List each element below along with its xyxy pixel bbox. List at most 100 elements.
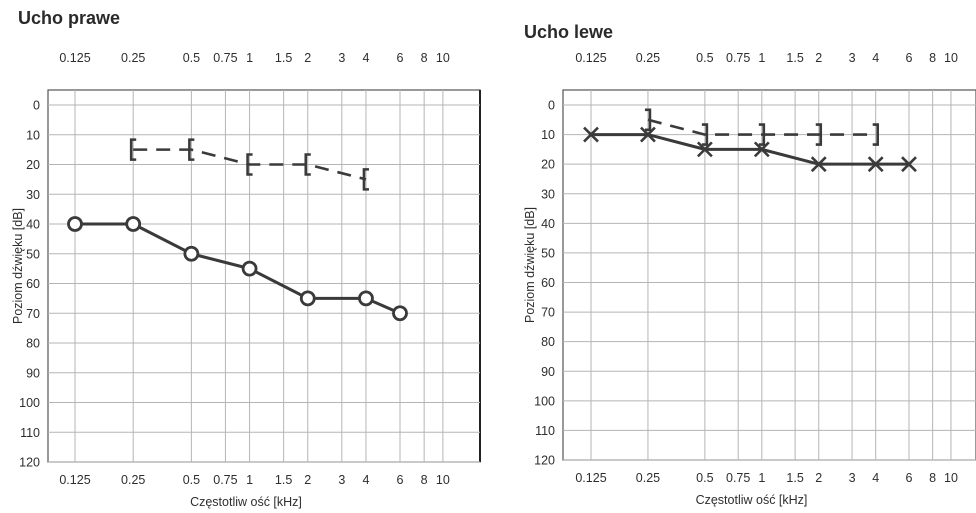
x-tick-label-bottom: 0.125 (575, 471, 606, 485)
y-tick-label: 30 (541, 187, 555, 201)
x-tick-label-top: 10 (436, 51, 450, 65)
x-tick-label-top: 6 (906, 51, 913, 65)
x-tick-label-top: 8 (421, 51, 428, 65)
data-point (67, 216, 83, 232)
x-tick-label-bottom: 8 (929, 471, 936, 485)
y-axis-label: Poziom dźwięku [dB] (523, 207, 537, 323)
y-tick-label: 10 (541, 128, 555, 142)
data-point (867, 156, 884, 173)
y-tick-label: 40 (541, 217, 555, 231)
x-tick-label-bottom: 10 (436, 473, 450, 487)
x-tick-label-bottom: 2 (815, 471, 822, 485)
y-tick-label: 90 (541, 365, 555, 379)
x-tick-label-top: 0.25 (121, 51, 145, 65)
y-tick-label: 110 (20, 426, 40, 440)
x-tick-label-bottom: 1 (758, 471, 765, 485)
x-tick-label-bottom: 6 (397, 473, 404, 487)
series-0 (644, 108, 879, 146)
data-point (392, 305, 408, 322)
y-tick-label: 40 (26, 218, 40, 232)
data-point (701, 123, 709, 146)
chart-title: Ucho prawe (18, 8, 120, 28)
series-0 (129, 138, 369, 191)
x-tick-label-top: 4 (362, 51, 369, 65)
data-point (872, 123, 879, 146)
y-axis-label: Poziom dźwięku [dB] (11, 208, 25, 324)
data-point (188, 138, 195, 161)
y-tick-label: 10 (26, 128, 40, 142)
data-point (304, 153, 311, 176)
y-tick-label: 80 (541, 335, 555, 349)
data-point (125, 216, 142, 232)
y-tick-label: 50 (26, 247, 40, 261)
x-tick-label-top: 1.5 (275, 51, 292, 65)
x-tick-label-bottom: 0.75 (213, 473, 237, 487)
x-tick-label-top: 2 (815, 51, 822, 65)
x-tick-label-bottom: 1.5 (275, 473, 292, 487)
x-tick-label-bottom: 6 (906, 471, 913, 485)
x-tick-label-bottom: 0.5 (696, 471, 713, 485)
data-point (753, 141, 770, 158)
x-tick-label-bottom: 0.25 (121, 473, 145, 487)
data-point (644, 108, 652, 132)
x-axis-label: Częstotliw ość [kHz] (696, 493, 808, 507)
x-tick-label-top: 2 (304, 51, 311, 65)
x-tick-label-top: 0.5 (696, 51, 713, 65)
y-tick-label: 120 (19, 456, 40, 470)
x-tick-label-bottom: 0.25 (636, 471, 660, 485)
series-1 (583, 126, 917, 173)
x-tick-label-bottom: 1 (246, 473, 253, 487)
data-point (241, 260, 258, 277)
x-tick-label-bottom: 0.5 (183, 473, 200, 487)
data-point (696, 141, 713, 158)
y-tick-label: 80 (26, 337, 40, 351)
x-tick-label-bottom: 0.75 (726, 471, 750, 485)
x-tick-label-bottom: 3 (338, 473, 345, 487)
data-point (758, 123, 766, 146)
y-tick-label: 20 (26, 158, 40, 172)
x-tick-label-top: 6 (397, 51, 404, 65)
chart-title: Ucho lewe (524, 22, 613, 42)
series-line (591, 133, 909, 166)
y-tick-label: 50 (541, 246, 555, 260)
y-tick-label: 60 (26, 277, 40, 291)
y-tick-label: 60 (541, 276, 555, 290)
y-tick-label: 0 (548, 99, 555, 113)
x-tick-label-bottom: 1.5 (786, 471, 803, 485)
data-point (815, 123, 823, 146)
series-line (647, 118, 876, 136)
y-tick-label: 70 (541, 306, 555, 320)
y-tick-label: 110 (535, 424, 555, 438)
x-axis-label: Częstotliw ość [kHz] (190, 495, 302, 509)
y-tick-label: 30 (26, 188, 40, 202)
data-point (246, 153, 253, 176)
y-tick-label: 20 (541, 158, 555, 172)
series-line (75, 222, 401, 315)
x-tick-label-top: 0.75 (213, 51, 237, 65)
x-tick-label-top: 1 (246, 51, 253, 65)
x-tick-label-top: 1.5 (786, 51, 803, 65)
data-point (299, 290, 316, 307)
y-tick-label: 100 (19, 396, 40, 410)
x-tick-label-top: 0.25 (636, 51, 660, 65)
data-point (129, 138, 137, 161)
plot-frame (562, 89, 976, 461)
data-point (901, 156, 917, 173)
x-tick-label-top: 3 (338, 51, 345, 65)
x-tick-label-bottom: 8 (421, 473, 428, 487)
data-point (810, 156, 827, 173)
data-point (640, 126, 656, 143)
x-tick-label-bottom: 2 (304, 473, 311, 487)
x-tick-label-bottom: 10 (944, 471, 958, 485)
data-point (362, 168, 369, 191)
y-tick-label: 0 (33, 99, 40, 113)
data-point (358, 290, 374, 307)
x-tick-label-top: 0.75 (726, 51, 750, 65)
x-tick-label-bottom: 3 (849, 471, 856, 485)
x-tick-label-top: 8 (929, 51, 936, 65)
x-tick-label-top: 3 (849, 51, 856, 65)
x-tick-label-top: 10 (944, 51, 958, 65)
y-tick-label: 100 (534, 394, 555, 408)
series-1 (67, 216, 408, 322)
